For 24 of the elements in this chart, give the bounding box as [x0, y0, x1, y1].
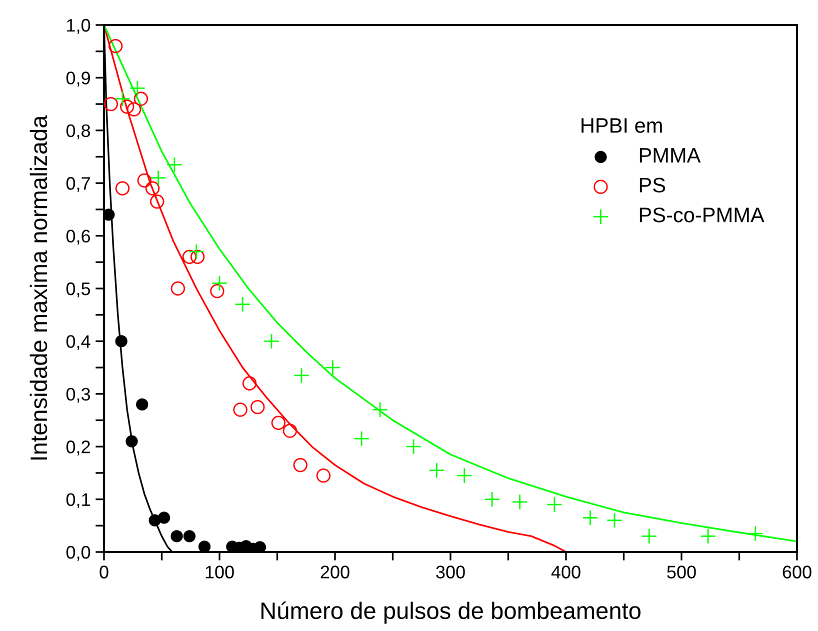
y-tick-label: 0,2: [66, 440, 90, 456]
legend-label: PS-co-PMMA: [640, 208, 764, 222]
y-tick-label: 1,0: [67, 18, 90, 34]
legend-label: PMMA: [640, 148, 701, 162]
x-tick-label: 0: [100, 566, 108, 578]
y-tick-label: 0,3: [66, 388, 90, 403]
y-tick-label: 0,0: [66, 546, 90, 561]
x-tick-label: 100: [206, 566, 234, 578]
y-tick-label: 0,7: [66, 177, 90, 192]
y-tick-label: 0,9: [66, 72, 90, 87]
x-tick-label: 400: [551, 566, 580, 578]
legend-label: PS: [640, 178, 666, 193]
x-tick-label: 500: [667, 566, 696, 578]
legend-title: HPBI em: [582, 118, 662, 133]
x-tick-label: 600: [782, 566, 812, 578]
x-tick-label: 200: [320, 566, 350, 578]
y-tick-label: 0,5: [66, 282, 90, 298]
y-tick-label: 0,8: [66, 124, 90, 140]
x-tick-label: 300: [436, 566, 465, 578]
y-tick-label: 0,6: [66, 230, 90, 245]
y-tick-label: 0,4: [66, 335, 90, 350]
y-tick-label: 0,1: [66, 493, 90, 508]
y-axis-title: Intensidade maxima normalizada: [30, 115, 48, 460]
x-axis-title: Número de pulsos de bombeamento: [261, 601, 640, 624]
